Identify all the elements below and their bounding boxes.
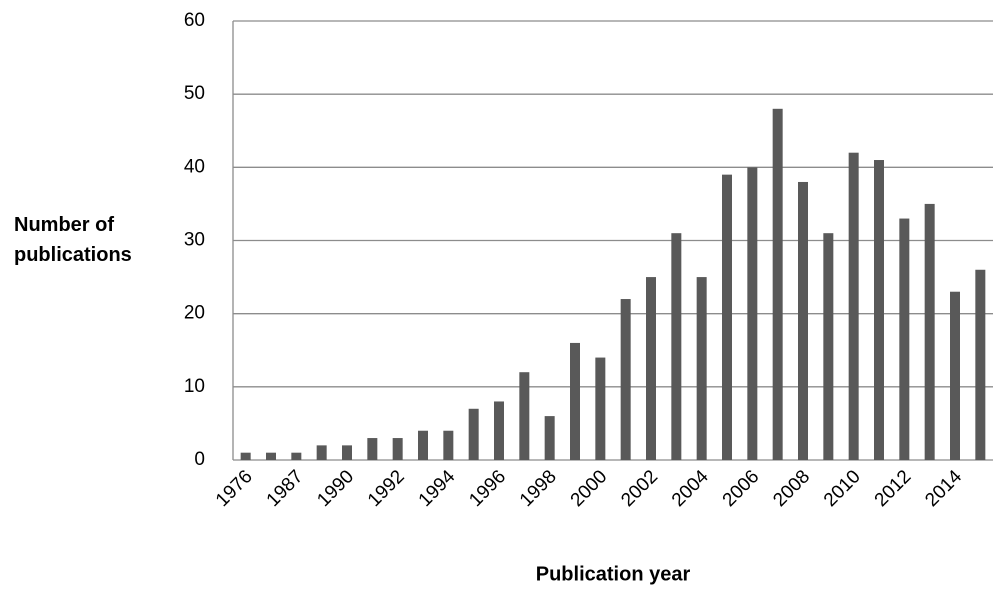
bar [266, 452, 276, 460]
bar [975, 269, 986, 460]
bar [646, 277, 656, 460]
bar [671, 233, 682, 460]
x-tick-label: 2006 [719, 466, 764, 511]
x-tick-label: 1992 [364, 466, 409, 511]
y-tick-label: 20 [184, 303, 205, 324]
bar [899, 218, 910, 460]
x-tick-label: 1998 [516, 466, 561, 511]
bar [519, 372, 530, 460]
bar [342, 445, 352, 460]
x-tick-label: 2000 [567, 466, 612, 511]
bar [747, 167, 758, 461]
bar [367, 438, 378, 460]
x-tick-label: 2008 [769, 466, 814, 511]
y-tick-label: 60 [184, 10, 205, 31]
bar [798, 181, 808, 460]
x-tick-label: 2012 [871, 466, 916, 511]
x-tick-label: 2002 [617, 466, 662, 511]
bar [722, 174, 732, 460]
x-tick-label: 1987 [263, 466, 308, 511]
bar [418, 430, 428, 460]
bar [240, 452, 251, 460]
bar [874, 160, 884, 460]
bar [443, 430, 454, 460]
bar [316, 445, 327, 460]
bar [772, 108, 783, 461]
x-tick-label: 2010 [820, 466, 865, 511]
x-axis-title: Publication year [536, 563, 691, 585]
y-tick-label: 10 [184, 376, 205, 397]
bar [291, 452, 302, 460]
x-tick-label: 1996 [465, 466, 510, 511]
x-tick-label: 1976 [212, 466, 257, 511]
y-tick-label: 50 [184, 83, 205, 104]
bar [544, 416, 555, 460]
x-tick-label: 1994 [415, 466, 460, 511]
bar [595, 357, 606, 460]
bar [620, 299, 631, 460]
bar [950, 291, 960, 460]
bar [696, 277, 707, 460]
x-tick-label: 2004 [668, 466, 713, 511]
x-tick-label: 2014 [921, 466, 966, 511]
y-tick-label: 0 [194, 449, 205, 470]
bar [392, 438, 403, 460]
bar [924, 203, 935, 460]
y-axis-title: Number of publications [14, 214, 132, 266]
bar [570, 342, 580, 460]
bar [823, 233, 834, 460]
x-tick-label: 1990 [313, 466, 358, 511]
y-tick-label: 40 [184, 156, 205, 177]
bar [494, 401, 504, 460]
y-tick-label: 30 [184, 230, 205, 251]
bar [848, 152, 859, 460]
bar [468, 408, 479, 460]
